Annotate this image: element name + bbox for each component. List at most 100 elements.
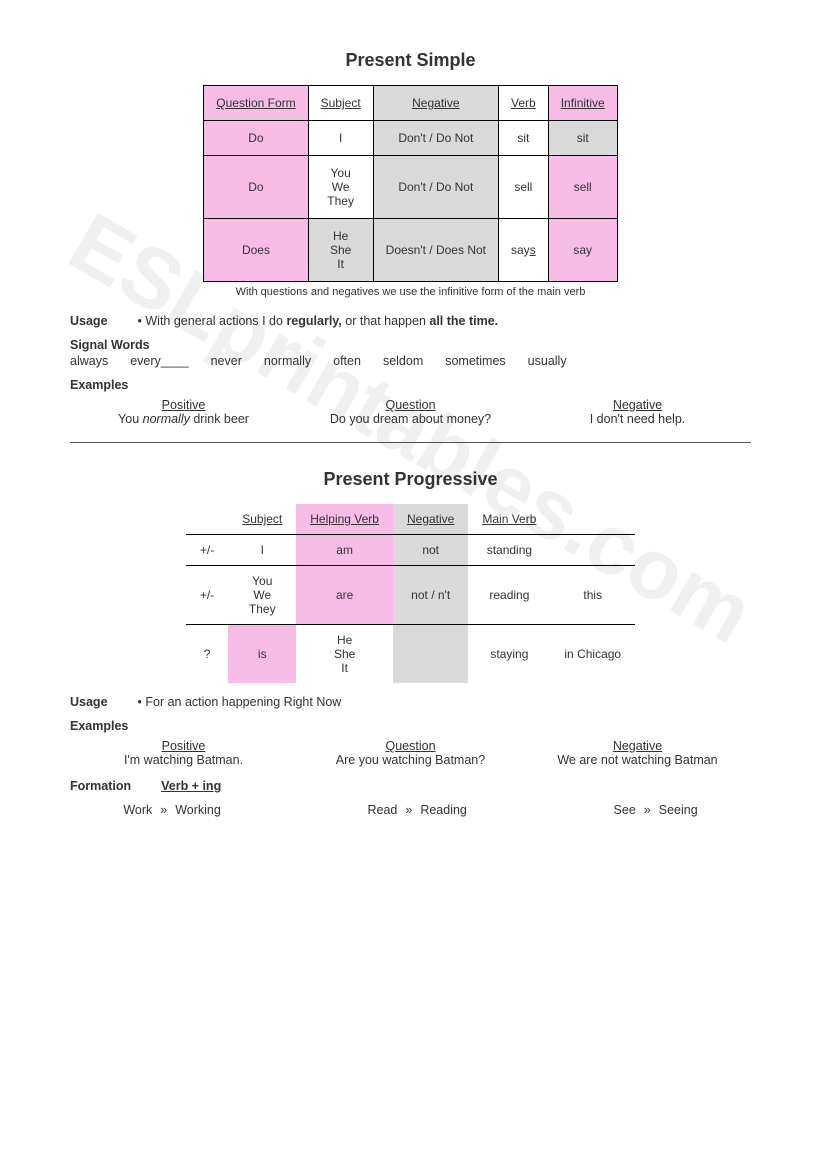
pp-cell: I — [228, 535, 296, 566]
pp-cell: reading — [468, 566, 550, 625]
formation-section: Formation Verb + ing — [70, 779, 751, 793]
signal-label: Signal Words — [70, 338, 150, 352]
simple-examples: Examples Positive You normally drink bee… — [70, 378, 751, 426]
simple-cell-inf: sit — [548, 121, 617, 156]
simple-hdr-infinitive: Infinitive — [548, 86, 617, 121]
usage-part: • With general actions I do — [138, 314, 287, 328]
pp-row: +/- You We They are not / n't reading th… — [186, 566, 635, 625]
example-negative: Negative I don't need help. — [524, 398, 751, 426]
simple-cell-verb: sell — [499, 156, 549, 219]
pp-hdr-blank — [186, 504, 228, 535]
formation-example: See»Seeing — [614, 803, 698, 817]
signal-word: often — [333, 354, 361, 368]
pp-cell: are — [296, 566, 393, 625]
pp-cell: not — [393, 535, 468, 566]
signal-word: sometimes — [445, 354, 505, 368]
pp-row: ? is He She It staying in Chicago — [186, 625, 635, 684]
pp-cell: not / n't — [393, 566, 468, 625]
simple-row: Do You We They Don't / Do Not sell sell — [204, 156, 617, 219]
ex-italic: normally — [143, 412, 190, 426]
pp-hdr-helping: Helping Verb — [296, 504, 393, 535]
example-text: I'm watching Batman. — [70, 753, 297, 767]
pp-cell: standing — [468, 535, 550, 566]
simple-cell-inf: say — [548, 219, 617, 282]
usage-bold: regularly, — [286, 314, 341, 328]
example-question: Question Do you dream about money? — [297, 398, 524, 426]
pp-cell: You We They — [228, 566, 296, 625]
simple-cell-neg: Doesn't / Does Not — [373, 219, 498, 282]
example-text: We are not watching Batman — [524, 753, 751, 767]
simple-hdr-verb: Verb — [499, 86, 549, 121]
form-base: See — [614, 803, 636, 817]
simple-hdr-question: Question Form — [204, 86, 308, 121]
pp-row: +/- I am not standing — [186, 535, 635, 566]
progressive-usage: Usage • For an action happening Right No… — [70, 695, 751, 709]
example-positive: Positive You normally drink beer — [70, 398, 297, 426]
signal-word: normally — [264, 354, 311, 368]
progressive-examples: Examples Positive I'm watching Batman. Q… — [70, 719, 751, 767]
formation-example: Read » Reading — [367, 803, 466, 817]
form-ing: Working — [175, 803, 221, 817]
pp-cell: am — [296, 535, 393, 566]
verb-suffix: s — [530, 243, 536, 257]
example-text: Are you watching Batman? — [297, 753, 524, 767]
simple-cell-neg: Don't / Do Not — [373, 121, 498, 156]
subj-line: They — [242, 602, 282, 616]
example-hdr: Positive — [70, 739, 297, 753]
subj-line: He — [321, 229, 361, 243]
form-ing: Reading — [420, 803, 467, 817]
signal-word: usually — [528, 354, 567, 368]
page: ESLprintables.com Present Simple Questio… — [0, 0, 821, 857]
simple-cell-verb: sit — [499, 121, 549, 156]
formation-example: Work»Working — [123, 803, 221, 817]
subj-line: We — [321, 180, 361, 194]
progressive-table: Subject Helping Verb Negative Main Verb … — [186, 504, 635, 683]
examples-label: Examples — [70, 719, 128, 733]
pp-cell — [393, 625, 468, 684]
usage-part: or that happen — [342, 314, 430, 328]
ex-pre: You — [118, 412, 143, 426]
formation-examples: Work»Working Read » Reading See»Seeing — [70, 803, 751, 817]
pp-hdr-subject: Subject — [228, 504, 296, 535]
examples-row: Positive I'm watching Batman. Question A… — [70, 739, 751, 767]
signal-words-list: always every____ never normally often se… — [70, 354, 751, 368]
pp-cell: in Chicago — [550, 625, 635, 684]
example-hdr: Question — [297, 398, 524, 412]
form-base: Read — [367, 803, 397, 817]
simple-cell-subj: You We They — [308, 156, 373, 219]
subj-line: She — [310, 647, 379, 661]
simple-table: Question Form Subject Negative Verb Infi… — [203, 85, 617, 282]
pp-hdr-negative: Negative — [393, 504, 468, 535]
form-ing: Seeing — [659, 803, 698, 817]
verb-base: say — [511, 243, 530, 257]
subj-line: You — [321, 166, 361, 180]
usage-text: • With general actions I do regularly, o… — [138, 314, 499, 328]
example-positive: Positive I'm watching Batman. — [70, 739, 297, 767]
pp-mark: +/- — [186, 566, 228, 625]
example-text: I don't need help. — [524, 412, 751, 426]
subj-line: We — [242, 588, 282, 602]
pp-mark: +/- — [186, 535, 228, 566]
example-hdr: Negative — [524, 398, 751, 412]
simple-cell-verb: says — [499, 219, 549, 282]
ex-post: drink beer — [190, 412, 249, 426]
examples-row: Positive You normally drink beer Questio… — [70, 398, 751, 426]
pp-hdr-extra — [550, 504, 635, 535]
simple-cell-inf: sell — [548, 156, 617, 219]
pp-mark: ? — [186, 625, 228, 684]
subj-line: It — [310, 661, 379, 675]
simple-cell-q: Does — [204, 219, 308, 282]
simple-title: Present Simple — [70, 50, 751, 71]
simple-hdr-subject: Subject — [308, 86, 373, 121]
arrow-icon: » — [405, 803, 412, 817]
pp-cell: is — [228, 625, 296, 684]
simple-row: Do I Don't / Do Not sit sit — [204, 121, 617, 156]
example-text: You normally drink beer — [70, 412, 297, 426]
signal-word: seldom — [383, 354, 423, 368]
signal-word: always — [70, 354, 108, 368]
pp-hdr-mainverb: Main Verb — [468, 504, 550, 535]
simple-cell-subj: I — [308, 121, 373, 156]
simple-header-row: Question Form Subject Negative Verb Infi… — [204, 86, 617, 121]
example-hdr: Question — [297, 739, 524, 753]
simple-table-note: With questions and negatives we use the … — [70, 286, 751, 298]
